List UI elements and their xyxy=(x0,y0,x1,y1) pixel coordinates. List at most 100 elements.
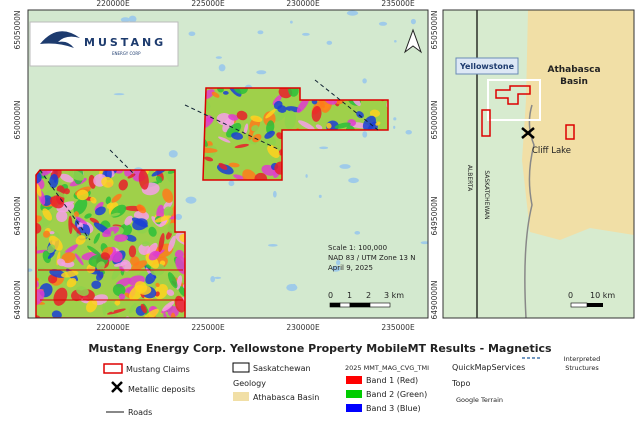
raster-blob xyxy=(113,234,129,242)
scale-label: 0 xyxy=(568,291,573,300)
raster-blob xyxy=(42,230,51,238)
lake xyxy=(378,21,388,26)
lake xyxy=(362,131,368,138)
lake xyxy=(210,275,216,283)
raster-blob xyxy=(166,289,175,296)
y-label: 6490000N xyxy=(13,280,22,319)
raster-blob xyxy=(66,277,77,288)
legend-label: Topo xyxy=(451,379,471,388)
raster-blob xyxy=(158,233,165,253)
raster-blob xyxy=(315,124,323,130)
claim-boundary xyxy=(35,169,186,318)
x-label: 235000E xyxy=(381,0,415,8)
raster-blob xyxy=(76,189,89,201)
claim-boundary xyxy=(202,87,389,181)
raster-blob xyxy=(146,242,158,256)
datum-text: NAD 83 / UTM Zone 13 N xyxy=(328,254,415,262)
logo-name: MUSTANG xyxy=(84,36,166,49)
x-label: 225000E xyxy=(191,323,225,332)
legend-label: Band 1 (Red) xyxy=(366,376,418,385)
y-label: 6505000N xyxy=(13,10,22,49)
raster-blob xyxy=(140,303,147,314)
raster-blob xyxy=(51,189,68,199)
raster-blob xyxy=(76,286,89,296)
raster-blob xyxy=(217,88,224,93)
lake xyxy=(354,231,361,235)
raster-blob xyxy=(334,122,351,129)
raster-blob xyxy=(36,222,42,234)
raster-blob xyxy=(128,245,137,258)
lake xyxy=(362,78,367,84)
raster-blob xyxy=(102,303,107,316)
raster-blob xyxy=(272,94,282,106)
raster-blob xyxy=(170,312,176,318)
raster-blob xyxy=(130,256,140,266)
raster-blob xyxy=(284,110,296,130)
raster-blob xyxy=(73,211,80,218)
title: Mustang Energy Corp. Yellowstone Propert… xyxy=(88,342,552,355)
legend-label: Band 3 (Blue) xyxy=(366,404,421,413)
legend-label: Google Terrain xyxy=(456,396,503,404)
raster-blob xyxy=(96,271,104,281)
raster-blob xyxy=(222,90,229,95)
raster-blob xyxy=(148,226,157,237)
lake xyxy=(394,39,397,43)
inset-map: Yellowstone Athabasca Basin Cliff Lake A… xyxy=(443,10,634,319)
lake xyxy=(128,15,137,23)
raster-blob xyxy=(100,252,111,260)
inset-label: Cliff Lake xyxy=(532,146,571,156)
raster-blob xyxy=(252,133,262,143)
raster-blob xyxy=(176,275,183,290)
inset-label: Athabasca xyxy=(547,65,600,75)
lake xyxy=(339,164,351,169)
x-label: 230000E xyxy=(286,0,320,8)
lake xyxy=(331,265,341,272)
raster-blob xyxy=(61,252,76,264)
legend-label: QuickMapServices xyxy=(452,363,525,372)
north-arrow xyxy=(403,28,423,54)
raster-blob xyxy=(68,215,73,234)
lake xyxy=(168,150,178,158)
lake xyxy=(302,32,310,36)
lake xyxy=(290,20,293,24)
x-label: 230000E xyxy=(286,323,320,332)
raster-blob xyxy=(78,223,84,228)
raster-blob xyxy=(96,261,105,271)
raster-blob xyxy=(118,179,128,191)
raster-blob xyxy=(94,206,106,216)
date-text: April 9, 2025 xyxy=(328,264,373,272)
raster-blob xyxy=(106,308,126,315)
lake xyxy=(319,146,329,150)
raster-blob xyxy=(56,210,68,223)
raster-blob xyxy=(228,162,240,168)
inset-label: Basin xyxy=(560,77,588,87)
raster-blob xyxy=(63,188,70,195)
raster-blob xyxy=(251,125,259,132)
raster-blob xyxy=(298,120,315,131)
lake xyxy=(348,177,359,184)
legend-label: Structures xyxy=(565,364,599,372)
lake xyxy=(215,56,222,59)
lake xyxy=(188,31,196,36)
raster-blob xyxy=(36,215,42,225)
raster-blob xyxy=(49,231,55,235)
raster-blob xyxy=(138,169,149,190)
raster-blob xyxy=(101,176,114,188)
lake xyxy=(267,243,278,247)
raster-blob xyxy=(164,166,173,183)
scale-label: 10 km xyxy=(590,291,615,300)
raster-blob xyxy=(111,251,123,263)
lake xyxy=(28,268,33,272)
lake xyxy=(326,40,333,45)
lake xyxy=(393,117,397,121)
raster-blob xyxy=(112,283,126,297)
raster-blob xyxy=(141,241,150,247)
scale-label: 0 xyxy=(328,291,333,300)
raster-blob xyxy=(167,235,176,252)
raster-blob xyxy=(73,198,88,215)
raster-blob xyxy=(131,217,148,228)
raster-blob xyxy=(48,235,63,251)
raster-blob xyxy=(218,162,228,170)
raster-blob xyxy=(47,252,55,259)
